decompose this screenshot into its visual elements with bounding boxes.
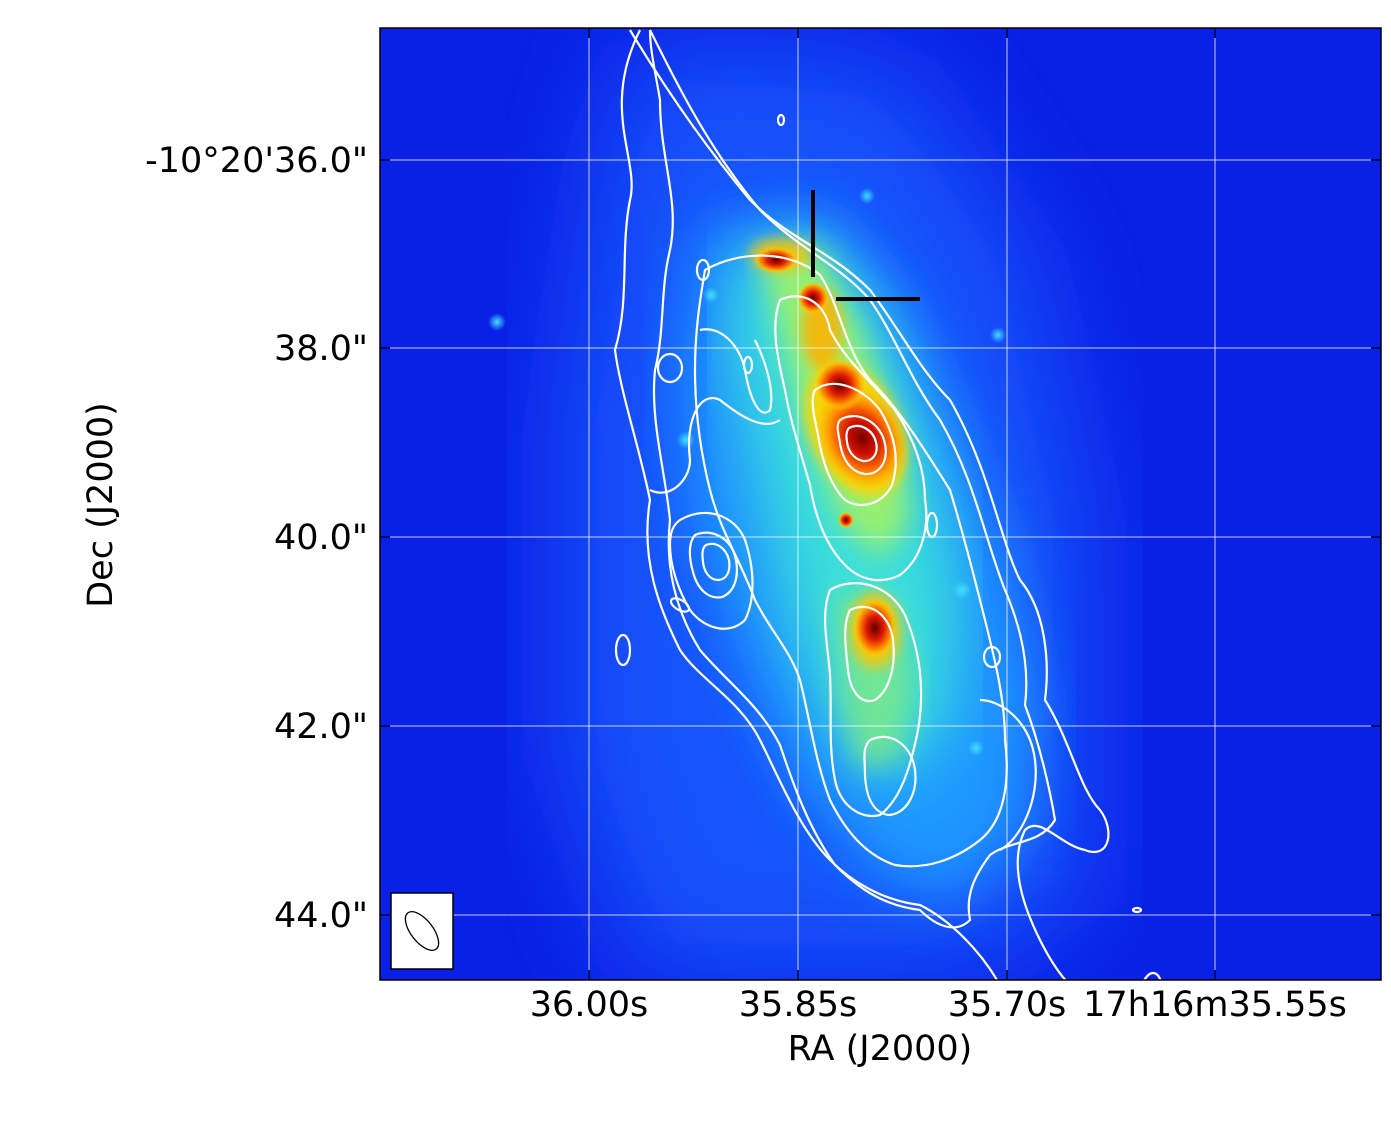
- beam-indicator: [390, 892, 454, 970]
- contour-level-6: [845, 424, 878, 463]
- contour-overlay: [613, 29, 1162, 980]
- contour-west-4: [699, 328, 773, 414]
- y-tick-label: 40.0": [274, 518, 368, 558]
- crosshair-marker: [811, 190, 920, 301]
- contour-level-3b: [774, 295, 928, 582]
- y-tick-label: 38.0": [274, 329, 368, 369]
- contour-level-4c: [863, 735, 917, 817]
- contour-blob-2: [669, 597, 691, 613]
- y-tick-labels: -10°20'36.0" 38.0" 40.0" 42.0" 44.0": [145, 141, 368, 936]
- contour-blob-9: [1131, 906, 1143, 914]
- contour-west-1: [668, 511, 754, 630]
- contour-level-4: [811, 382, 897, 507]
- contour-west-2: [688, 531, 739, 599]
- x-tick-label: 36.00s: [530, 985, 648, 1025]
- contour-level-4b: [844, 605, 895, 703]
- contour-blob-6: [925, 511, 939, 539]
- contour-level-1: [613, 29, 1110, 980]
- y-tick-label: 44.0": [274, 896, 368, 936]
- contour-edge-se: [1143, 971, 1162, 980]
- contour-blob-8: [776, 113, 786, 127]
- contour-blob-1: [614, 633, 632, 667]
- contour-level-3c: [824, 582, 923, 818]
- y-axis-label: Dec (J2000): [81, 402, 121, 608]
- x-tick-label: 35.85s: [739, 985, 857, 1025]
- contour-blob-4: [695, 258, 711, 282]
- heatmap-image: [380, 28, 1381, 980]
- x-tick-label: 17h16m35.55s: [1083, 985, 1347, 1025]
- contour-level-5: [836, 414, 887, 476]
- contour-w-ridge: [649, 397, 781, 494]
- beam-ellipse: [404, 911, 440, 951]
- contour-west-3: [701, 542, 731, 582]
- plot-frame: [379, 27, 1382, 981]
- x-tick-label: 35.70s: [948, 985, 1066, 1025]
- contour-sw-2: [979, 698, 1037, 851]
- x-axis-label: RA (J2000): [788, 1029, 973, 1069]
- x-tick-labels: 36.00s 35.85s 35.70s 17h16m35.55s: [530, 985, 1347, 1025]
- contour-level-2: [648, 29, 1057, 929]
- y-tick-label: -10°20'36.0": [145, 141, 368, 181]
- grid-lines: [380, 28, 1381, 980]
- contour-blob-7: [982, 645, 1002, 669]
- beam-box: [390, 892, 454, 970]
- tick-marks: [380, 28, 1381, 980]
- contour-blob-3: [656, 352, 684, 384]
- contour-level-3: [693, 254, 1008, 868]
- y-tick-label: 42.0": [274, 707, 368, 747]
- contour-blob-5: [742, 355, 754, 375]
